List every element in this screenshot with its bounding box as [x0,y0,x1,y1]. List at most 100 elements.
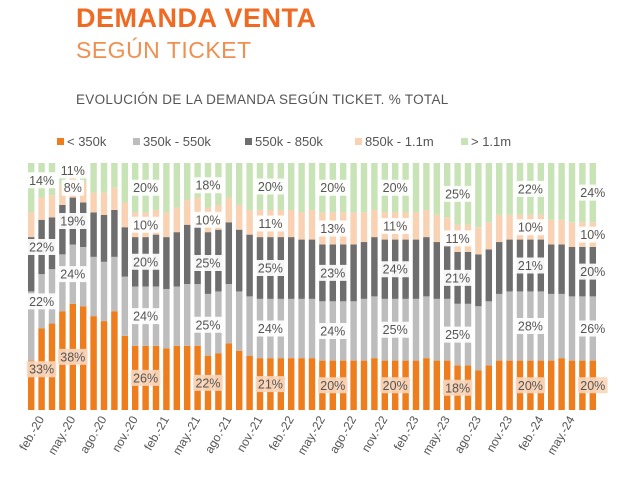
data-label-text: 25% [383,323,408,337]
bar-1-1m [423,163,430,210]
data-label-text: 25% [195,257,220,271]
data-label-box [442,326,473,343]
data-label-box [380,261,410,278]
bar-550k-850k [100,214,108,262]
data-label-text: 24% [258,322,283,336]
data-label: 24% [318,322,348,339]
data-label-box [130,308,161,325]
bar-350k-550k [27,291,35,361]
data-label: 18% [442,379,473,396]
data-label: 28% [515,318,546,335]
bar-350k [308,358,316,410]
bar-1-1m [558,163,565,220]
data-label: 24% [255,320,286,337]
x-tick-label: may.-23 [419,413,453,457]
bar-850k-1-1m [412,212,420,240]
data-label-box [578,377,608,394]
bar-850k-1-1m [194,197,201,223]
bar-350k [360,360,368,410]
bar-550k-850k [27,237,35,292]
data-label: 26% [578,320,608,337]
data-label-box [442,379,473,396]
bar-550k-850k [360,242,368,299]
legend-item-350k-550k: 350k - 550k [133,134,211,149]
bar-550k-850k [121,227,129,277]
data-label-box [193,211,223,228]
data-label: 26% [130,369,161,386]
data-label-text: 20% [580,379,605,393]
data-label-text: 28% [518,320,543,334]
bar-550k-850k [194,222,201,285]
data-label-box [255,215,286,232]
data-label-text: 11% [61,164,85,178]
data-label-box [130,216,161,233]
data-label-box [578,320,608,337]
data-label: 25% [442,185,473,202]
data-label-text: 18% [445,381,470,395]
page-subtitle: SEGÚN TICKET [76,37,252,63]
bar-850k-1-1m [433,214,441,243]
bar-350k-550k [547,293,555,361]
data-label-box [193,177,223,194]
bar-350k [558,358,565,410]
data-label-box [26,238,57,255]
bar-550k-850k [485,249,493,302]
data-label: 20% [380,377,410,394]
legend-label: > 1.1m [471,134,511,149]
bar-850k-1-1m [235,204,243,230]
bar-350k [235,350,243,410]
data-label: 13% [318,220,348,237]
bar-350k-550k [100,261,108,322]
data-label-text: 11% [258,217,282,231]
bar-1-1m [547,163,555,220]
bar-350k [485,365,493,410]
data-label: 8% [61,179,84,196]
data-label-box [318,264,348,281]
data-label-box [130,369,161,386]
bar-1-1m [173,163,181,208]
bar-350k-550k [183,284,191,346]
data-label-text: 20% [320,181,345,195]
data-label-box [515,318,546,335]
bar-350k [547,360,555,410]
bars [27,163,597,410]
bar-1-1m [298,163,305,213]
data-label-box [578,226,608,243]
data-label-text: 11% [446,232,470,246]
legend-label: 550k - 850k [255,134,323,149]
x-tick-label: may.-20 [45,413,79,457]
legend-item-350k: < 350k [57,134,107,149]
legend-item-1-1m: > 1.1m [461,134,511,149]
legend-swatch [245,138,252,145]
data-label-text: 10% [580,228,605,242]
data-label-text: 24% [580,186,605,200]
x-tick-label: feb.-24 [516,413,547,453]
bar-550k-850k [506,239,513,292]
bar-350k-550k [495,293,503,361]
bar-350k [183,345,191,410]
data-label: 20% [318,179,348,196]
data-label-box [255,320,286,337]
bar-350k-550k [360,298,368,361]
data-label-box [26,361,57,378]
data-label-text: 18% [195,179,220,193]
bar-350k-550k [568,296,576,361]
data-label: 22% [515,180,546,197]
data-label: 22% [26,238,57,255]
data-label-text: 20% [383,379,408,393]
data-label: 11% [255,215,286,232]
bar-1-1m [246,163,253,210]
data-label-text: 22% [195,376,220,390]
data-label-box [193,316,223,333]
data-label-text: 24% [383,263,408,277]
data-label: 11% [380,217,410,234]
bar-350k-550k [308,298,316,359]
data-label-text: 20% [258,180,283,194]
data-label: 25% [193,316,223,333]
bar-550k-850k [547,244,555,294]
data-label-box [58,162,88,179]
bar-350k-550k [90,256,97,317]
bar-1-1m [485,163,493,223]
data-label-box [380,217,410,234]
bar-550k-850k [423,237,430,297]
